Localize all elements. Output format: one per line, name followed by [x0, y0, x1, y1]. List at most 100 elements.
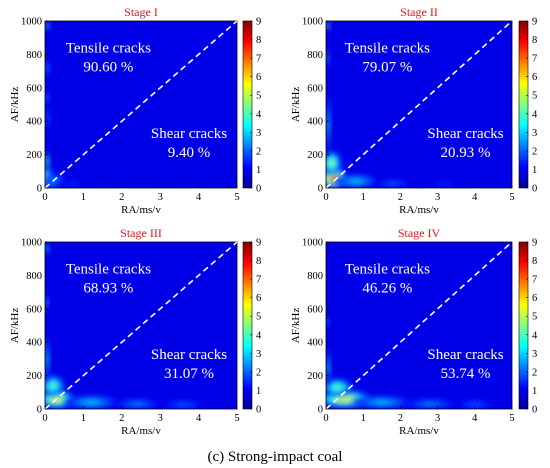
- y-tick-label: 800: [307, 50, 323, 61]
- plot-frame: [325, 20, 513, 189]
- plot-frame: [325, 241, 513, 410]
- colorbar-tick-label: 2: [256, 146, 261, 157]
- x-tick-label: 3: [435, 192, 440, 203]
- density-hotspot: [45, 375, 65, 396]
- y-tick-label: 1000: [21, 17, 42, 28]
- shear-cracks-percent: 9.40 %: [168, 145, 211, 161]
- density-hotspot: [45, 243, 49, 254]
- shear-cracks-label: Shear cracks: [427, 126, 503, 142]
- y-tick-label: 600: [26, 83, 42, 94]
- density-layer: [326, 317, 494, 409]
- density-hotspot: [326, 317, 330, 328]
- colorbar: 0 1 2 3 4 5 6 7 8 9: [242, 17, 262, 195]
- divider-line: [326, 21, 512, 188]
- density-hotspot: [326, 91, 331, 158]
- colorbar-gradient: [518, 20, 529, 189]
- density-hotspot: [45, 151, 50, 172]
- y-tick-label: 0: [37, 405, 42, 416]
- y-tick-label: 800: [26, 50, 42, 61]
- x-tick-label: 2: [398, 413, 403, 424]
- tensile-cracks-percent: 79.07 %: [362, 60, 412, 76]
- density-hotspot: [326, 47, 330, 68]
- divider-line: [45, 242, 237, 409]
- colorbar-tick-label: 9: [256, 238, 261, 249]
- density-hotspot: [114, 399, 161, 409]
- colorbar-tick-label: 0: [256, 184, 261, 195]
- x-tick-label: 5: [234, 192, 239, 203]
- colorbar-tick-label: 7: [532, 54, 537, 65]
- colorbar-tick-label: 7: [532, 275, 537, 286]
- colorbar: 0 1 2 3 4 5 6 7 8 9: [518, 17, 538, 195]
- x-axis-label: RA/ms/v: [121, 425, 161, 437]
- figure-caption: (c) Strong-impact coal: [208, 449, 343, 465]
- density-hotspot: [326, 378, 353, 396]
- panel-title: Stage III: [120, 226, 162, 240]
- tensile-cracks-percent: 46.26 %: [362, 281, 412, 297]
- y-tick-label: 1000: [302, 238, 323, 249]
- x-tick-label: 1: [361, 192, 366, 203]
- y-tick-label: 400: [307, 117, 323, 128]
- plot-frame: [44, 20, 238, 189]
- colorbar-tick-label: 1: [532, 165, 537, 176]
- tensile-cracks-label: Tensile cracks: [345, 41, 430, 57]
- y-axis-label: AF/kHz: [9, 308, 21, 344]
- y-axis-label: AF/kHz: [290, 308, 302, 344]
- x-tick-label: 0: [323, 192, 328, 203]
- colorbar-tick-label: 9: [532, 238, 537, 249]
- y-tick-label: 200: [26, 150, 42, 161]
- colorbar-tick-label: 9: [256, 17, 261, 28]
- heatmap-panel-1: 0 1 2 3 4 5 0 200 400 600 800 1000 RA/ms/v AF/kHz Stag…: [9, 5, 262, 216]
- shear-cracks-percent: 31.07 %: [164, 366, 214, 382]
- colorbar-tick-label: 8: [256, 35, 261, 46]
- colorbar-tick-label: 7: [256, 275, 261, 286]
- density-hotspot: [404, 399, 457, 409]
- x-tick-label: 3: [435, 413, 440, 424]
- colorbar-gradient: [242, 241, 253, 410]
- density-hotspot: [426, 181, 464, 188]
- shear-cracks-percent: 53.74 %: [441, 366, 491, 382]
- colorbar-tick-label: 5: [256, 91, 261, 102]
- x-tick-label: 5: [234, 413, 239, 424]
- y-tick-label: 200: [307, 371, 323, 382]
- density-hotspot: [45, 104, 50, 132]
- colorbar-tick-label: 9: [532, 17, 537, 28]
- x-tick-label: 1: [81, 192, 86, 203]
- colorbar-tick-label: 8: [256, 256, 261, 267]
- colorbar-tick-label: 1: [256, 165, 261, 176]
- colorbar-tick-label: 3: [532, 349, 537, 360]
- density-hotspot: [54, 181, 90, 188]
- density-hotspot: [456, 400, 494, 409]
- density-layer: [45, 22, 90, 188]
- colorbar-gradient: [242, 20, 253, 189]
- colorbar-tick-label: 2: [532, 367, 537, 378]
- density-hotspot: [64, 395, 118, 409]
- x-tick-label: 3: [158, 413, 163, 424]
- x-tick-label: 2: [119, 192, 124, 203]
- y-tick-label: 600: [307, 304, 323, 315]
- x-tick-label: 5: [509, 413, 514, 424]
- heatmap-panel-2: 0 1 2 3 4 5 0 200 400 600 800 1000 RA/ms/v AF/kHz Stag…: [290, 5, 538, 216]
- y-tick-label: 1000: [21, 238, 42, 249]
- colorbar-tick-label: 1: [532, 386, 537, 397]
- density-hotspot: [374, 179, 412, 188]
- x-axis-label: RA/ms/v: [399, 204, 439, 216]
- density-hotspot: [45, 59, 50, 77]
- colorbar-tick-label: 3: [256, 128, 261, 139]
- colorbar-tick-label: 2: [532, 146, 537, 157]
- x-tick-label: 2: [119, 413, 124, 424]
- y-tick-label: 200: [307, 150, 323, 161]
- x-tick-label: 4: [196, 413, 202, 424]
- colorbar-tick-label: 5: [532, 312, 537, 323]
- tensile-cracks-label: Tensile cracks: [66, 262, 151, 278]
- colorbar-tick-label: 7: [256, 54, 261, 65]
- y-tick-label: 200: [26, 371, 42, 382]
- y-tick-label: 0: [37, 184, 42, 195]
- panel-title: Stage IV: [398, 226, 441, 240]
- colorbar-tick-label: 6: [532, 72, 537, 83]
- density-hotspot: [352, 396, 412, 409]
- y-tick-label: 0: [318, 184, 323, 195]
- colorbar-gradient: [518, 241, 529, 410]
- colorbar-tick-label: 8: [532, 256, 537, 267]
- colorbar: 0 1 2 3 4 5 6 7 8 9: [242, 238, 262, 416]
- x-tick-label: 0: [42, 413, 47, 424]
